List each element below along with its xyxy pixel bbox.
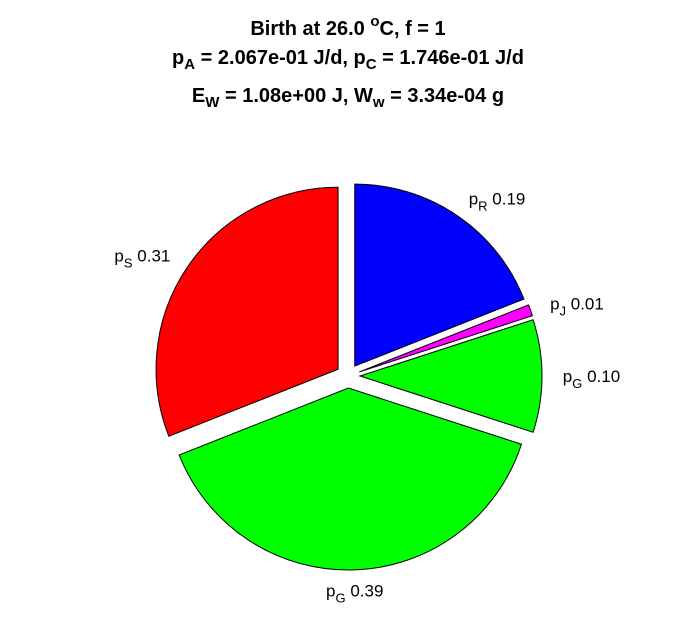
- pie-slice-pr-0: [354, 183, 525, 367]
- pie-slice-ps-4: [155, 186, 339, 437]
- slice-label-2: pG 0.10: [563, 367, 620, 391]
- slice-label-3: pG 0.39: [326, 582, 383, 606]
- pie-slice-pg-3: [178, 387, 523, 571]
- slice-label-1: pJ 0.01: [550, 294, 604, 318]
- pie-slice-pg-2: [358, 319, 543, 433]
- pie-slice-pj-1: [359, 304, 534, 373]
- chart-title-line-1: Birth at 26.0 oC, f = 1: [250, 13, 446, 40]
- chart-title-line-2: pA = 2.067e-01 J/d, pC = 1.746e-01 J/d: [172, 47, 524, 73]
- chart-title-line-3: EW = 1.08e+00 J, Ww = 3.34e-04 g: [191, 85, 505, 111]
- slice-label-4: pS 0.31: [114, 246, 170, 270]
- slice-label-0: pR 0.19: [469, 189, 526, 213]
